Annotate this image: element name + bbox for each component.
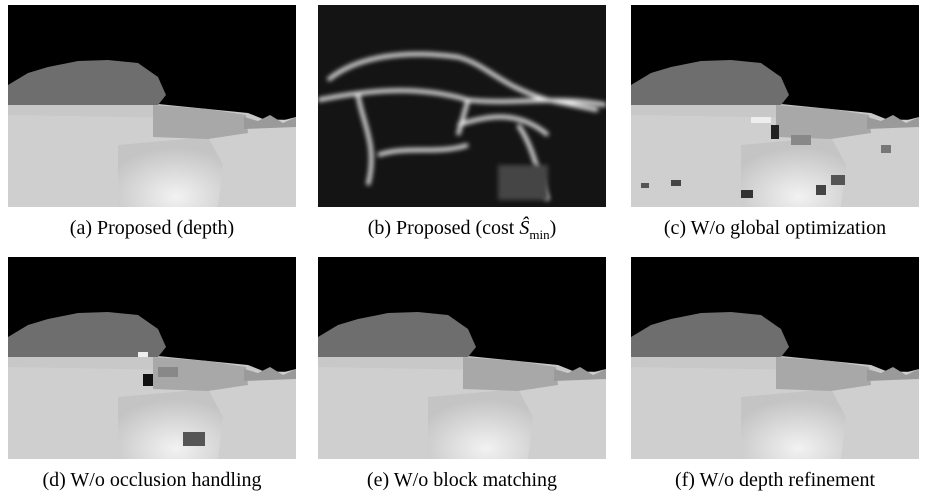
caption-text: (b) Proposed (cost (368, 217, 520, 239)
caption-subscript: min (529, 227, 549, 242)
panel: (e) W/o block matching (312, 257, 612, 492)
depth-image (8, 5, 296, 207)
image-region (641, 183, 649, 188)
caption: (d) W/o occlusion handling (2, 469, 302, 492)
caption-text: ) (550, 217, 557, 239)
image-region (118, 137, 223, 207)
panel: (a) Proposed (depth) (2, 5, 302, 240)
panel: (f) W/o depth refinement (625, 257, 925, 492)
caption: (e) W/o block matching (312, 469, 612, 492)
panel: (d) W/o occlusion handling (2, 257, 302, 492)
image-region (428, 389, 533, 459)
caption: (b) Proposed (cost Ŝmin) (312, 217, 612, 243)
image-region (183, 432, 205, 446)
depth-image (318, 257, 606, 459)
caption: (a) Proposed (depth) (2, 217, 302, 240)
image-region (816, 185, 826, 195)
panel: (c) W/o global optimization (625, 5, 925, 240)
image-region (671, 180, 681, 186)
page: (a) Proposed (depth) (b) Proposed (cost … (0, 0, 929, 496)
caption-symbol: Ŝ (519, 217, 529, 239)
image-region (118, 389, 223, 459)
image-region (751, 117, 771, 123)
image-region (498, 165, 548, 200)
caption: (c) W/o global optimization (625, 217, 925, 240)
image-region (741, 137, 846, 207)
image-region (741, 389, 846, 459)
image-region (143, 374, 153, 386)
image-region (741, 190, 753, 198)
cost-image (318, 5, 606, 207)
depth-image (631, 5, 919, 207)
image-region (881, 145, 891, 153)
image-region (831, 175, 845, 185)
depth-image (8, 257, 296, 459)
depth-image (631, 257, 919, 459)
caption: (f) W/o depth refinement (625, 469, 925, 492)
image-region (791, 135, 811, 145)
image-region (158, 367, 178, 377)
image-region (138, 352, 148, 357)
image-region (771, 125, 779, 139)
panel: (b) Proposed (cost Ŝmin) (312, 5, 612, 243)
